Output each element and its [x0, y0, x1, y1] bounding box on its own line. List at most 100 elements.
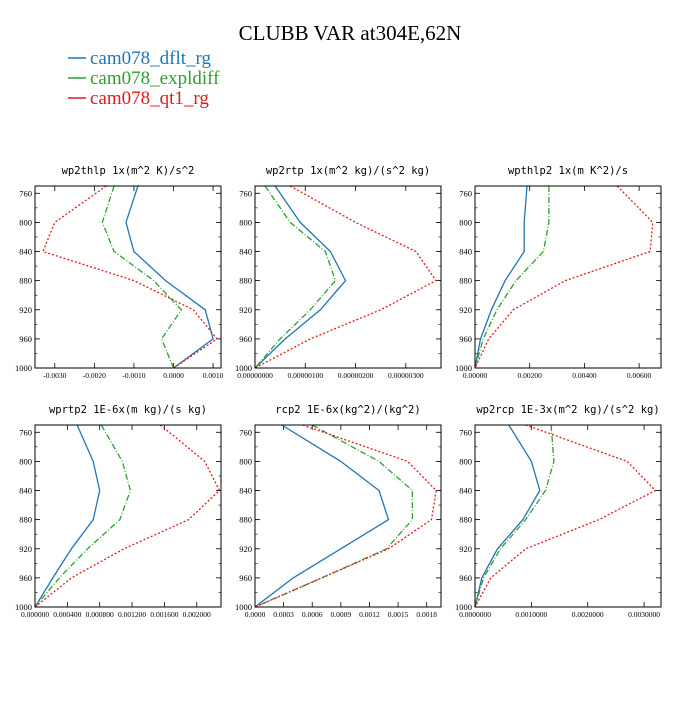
- x-tick-label: 0.0010: [203, 371, 224, 380]
- y-tick-label: 800: [19, 456, 32, 466]
- x-tick-label: 0.0006: [302, 610, 323, 619]
- panels: wp2thlp 1x(m^2 K)/s^2 760 800 840 880 920 960 1…: [15, 165, 662, 619]
- x-tick-label: 0.00600: [627, 371, 652, 380]
- x-tick-label: 0.00000: [463, 371, 488, 380]
- y-tick-label: 960: [239, 573, 252, 583]
- x-tick-label: 0.0000: [245, 610, 266, 619]
- x-tick-label: 0.0009: [331, 610, 352, 619]
- y-tick-label: 880: [459, 515, 472, 525]
- panel-title: wprtp2 1E-6x(m kg)/(s kg): [49, 404, 207, 416]
- y-tick-label: 880: [459, 276, 472, 286]
- series-line-cam078_qt1_rg: [475, 425, 657, 607]
- x-tick-label: 0.0015: [388, 610, 409, 619]
- y-tick-label: 960: [459, 573, 472, 583]
- panel-title: rcp2 1E-6x(kg^2)/(kg^2): [275, 404, 420, 416]
- y-tick-label: 840: [239, 486, 252, 496]
- y-tick-label: 800: [19, 217, 32, 227]
- y-tick-label: 800: [459, 456, 472, 466]
- plot-frame: [474, 424, 662, 608]
- plot-frame: [254, 424, 442, 608]
- y-tick-label: 840: [459, 247, 472, 257]
- series-line-cam078_expldiff: [101, 186, 183, 368]
- x-tick-label: 0.0020000: [572, 610, 604, 619]
- series-line-cam078_expldiff: [255, 425, 414, 607]
- y-tick-label: 1000: [235, 363, 252, 373]
- y-tick-label: 760: [19, 427, 32, 437]
- series-line-cam078_expldiff: [475, 425, 555, 607]
- chart-panel-2: wp2rtp 1x(m^2 kg)/(s^2 kg) 760 800 840 880 92…: [235, 165, 442, 380]
- y-tick-label: 840: [459, 486, 472, 496]
- series-line-cam078_expldiff: [475, 186, 550, 368]
- x-tick-label: 0.0000000: [459, 610, 491, 619]
- x-tick-label: 0.00000200: [338, 371, 374, 380]
- plot-frame: [34, 185, 222, 369]
- y-tick-label: 960: [239, 334, 252, 344]
- y-tick-label: 920: [19, 544, 32, 554]
- legend: cam078_dflt_rg cam078_expldiff cam078_qt…: [68, 48, 220, 109]
- y-tick-label: 840: [19, 486, 32, 496]
- x-tick-label: 0.0003: [273, 610, 294, 619]
- series-line-cam078_qt1_rg: [255, 425, 437, 607]
- plot-frame: [254, 185, 442, 369]
- y-tick-label: 880: [19, 515, 32, 525]
- x-tick-label: 0.0018: [416, 610, 437, 619]
- y-tick-label: 840: [239, 247, 252, 257]
- chart-panel-5: rcp2 1E-6x(kg^2)/(kg^2) 760 800 840 880 920 96…: [235, 404, 442, 619]
- y-tick-label: 880: [239, 276, 252, 286]
- series-line-cam078_qt1_rg: [35, 425, 221, 607]
- chart-panel-4: wprtp2 1E-6x(m kg)/(s kg) 760 800 840 880 920…: [15, 404, 222, 619]
- series-line-cam078_dflt_rg: [475, 425, 541, 607]
- x-tick-label: -0.0030: [43, 371, 66, 380]
- y-tick-label: 960: [19, 334, 32, 344]
- x-tick-label: 0.0012: [359, 610, 380, 619]
- panel-title: wpthlp2 1x(m K^2)/s: [508, 165, 628, 177]
- series-line-cam078_dflt_rg: [255, 425, 390, 607]
- figure-title: CLUBB VAR at304E,62N: [239, 21, 462, 45]
- y-tick-label: 920: [239, 544, 252, 554]
- y-tick-label: 920: [459, 305, 472, 315]
- y-tick-label: 760: [239, 427, 252, 437]
- panel-title: wp2thlp 1x(m^2 K)/s^2: [62, 165, 195, 177]
- x-tick-label: 0.00000300: [388, 371, 424, 380]
- y-tick-label: 1000: [15, 602, 32, 612]
- x-tick-label: 0.000400: [53, 610, 81, 619]
- plot-frame: [34, 424, 222, 608]
- legend-label-expldiff: cam078_expldiff: [90, 68, 220, 89]
- series-line-cam078_dflt_rg: [475, 186, 528, 368]
- panel-title: wp2rcp 1E-3x(m^2 kg)/(s^2 kg): [476, 404, 659, 416]
- x-tick-label: 0.000000: [21, 610, 49, 619]
- y-tick-label: 920: [239, 305, 252, 315]
- x-tick-label: -0.0010: [122, 371, 145, 380]
- series-line-cam078_qt1_rg: [42, 186, 218, 368]
- y-tick-label: 960: [19, 573, 32, 583]
- y-tick-label: 920: [19, 305, 32, 315]
- y-tick-label: 880: [239, 515, 252, 525]
- x-tick-label: 0.002000: [183, 610, 211, 619]
- y-tick-label: 760: [459, 188, 472, 198]
- panel-title: wp2rtp 1x(m^2 kg)/(s^2 kg): [266, 165, 430, 177]
- series-line-cam078_qt1_rg: [255, 186, 437, 368]
- y-tick-label: 800: [239, 456, 252, 466]
- x-tick-label: 0.000800: [86, 610, 114, 619]
- x-tick-label: 0.00000100: [287, 371, 323, 380]
- y-tick-label: 1000: [455, 363, 472, 373]
- x-tick-label: 0.00200: [518, 371, 543, 380]
- series-line-cam078_dflt_rg: [255, 186, 347, 368]
- x-tick-label: 0.0010000: [515, 610, 547, 619]
- series-line-cam078_qt1_rg: [475, 186, 654, 368]
- x-tick-label: 0.00000000: [237, 371, 273, 380]
- y-tick-label: 1000: [15, 363, 32, 373]
- plot-frame: [474, 185, 662, 369]
- legend-label-dflt: cam078_dflt_rg: [90, 48, 212, 69]
- x-tick-label: 0.001600: [150, 610, 178, 619]
- x-tick-label: 0.00400: [572, 371, 597, 380]
- y-tick-label: 800: [459, 217, 472, 227]
- series-line-cam078_dflt_rg: [125, 186, 214, 368]
- y-tick-label: 760: [239, 188, 252, 198]
- x-tick-label: 0.001200: [118, 610, 146, 619]
- chart-panel-3: wpthlp2 1x(m K^2)/s 760 800 840 880 920 960 100…: [455, 165, 662, 380]
- chart-panel-6: wp2rcp 1E-3x(m^2 kg)/(s^2 kg) 760 800 840 88…: [455, 404, 662, 619]
- chart-panel-1: wp2thlp 1x(m^2 K)/s^2 760 800 840 880 920 960 1…: [15, 165, 224, 380]
